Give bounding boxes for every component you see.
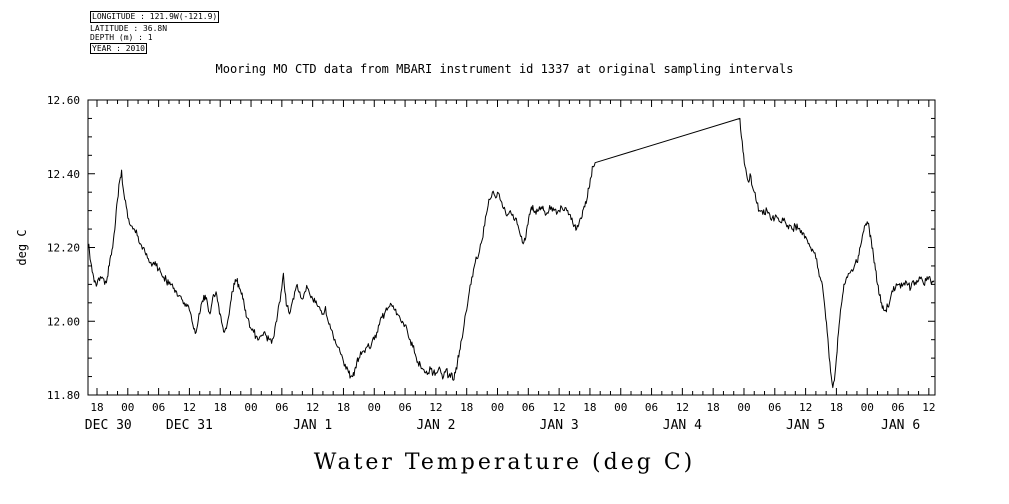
svg-text:06: 06 — [275, 401, 288, 414]
svg-text:12: 12 — [676, 401, 689, 414]
svg-text:18: 18 — [460, 401, 473, 414]
svg-text:12.00: 12.00 — [47, 315, 80, 328]
x-axis-title: Water Temperature (deg C) — [313, 450, 696, 475]
svg-text:18: 18 — [214, 401, 227, 414]
svg-text:06: 06 — [768, 401, 781, 414]
svg-text:18: 18 — [90, 401, 103, 414]
svg-text:DEC 31: DEC 31 — [166, 418, 213, 433]
latitude-field: LATITUDE : 36.8N — [90, 23, 168, 33]
temperature-line — [88, 117, 935, 389]
depth-field: DEPTH (m) : 1 — [90, 33, 153, 42]
svg-text:06: 06 — [152, 401, 165, 414]
svg-text:DEC 30: DEC 30 — [85, 418, 132, 433]
longitude-field: LONGITUDE : 121.9W(-121.9) — [90, 11, 220, 23]
svg-text:JAN 2: JAN 2 — [416, 418, 455, 433]
y-axis-label: deg C — [15, 229, 29, 265]
svg-text:06: 06 — [398, 401, 411, 414]
svg-text:18: 18 — [337, 401, 350, 414]
x-axis-ticks: 18 00 06 12 18 00 06 12 18 00 06 12 18 00 06 12 18 00 06 12… — [90, 100, 935, 414]
svg-text:00: 00 — [121, 401, 134, 414]
svg-text:JAN 3: JAN 3 — [540, 418, 579, 433]
svg-text:JAN 6: JAN 6 — [881, 418, 920, 433]
plot-frame — [87, 99, 936, 396]
svg-text:12: 12 — [922, 401, 935, 414]
svg-text:12: 12 — [553, 401, 566, 414]
svg-text:00: 00 — [737, 401, 750, 414]
svg-text:18: 18 — [830, 401, 843, 414]
svg-text:deg C: deg C — [15, 229, 29, 265]
svg-text:06: 06 — [522, 401, 535, 414]
y-axis-ticks: 11.80 12.00 12.20 12.40 12.60 — [47, 94, 935, 402]
svg-text:12: 12 — [429, 401, 442, 414]
svg-text:06: 06 — [645, 401, 658, 414]
svg-text:JAN 5: JAN 5 — [786, 418, 825, 433]
svg-text:12: 12 — [799, 401, 812, 414]
svg-text:00: 00 — [491, 401, 504, 414]
svg-text:12: 12 — [306, 401, 319, 414]
svg-text:11.80: 11.80 — [47, 389, 80, 402]
header-metadata: LONGITUDE : 121.9W(-121.9) LATITUDE : 36… — [90, 11, 220, 55]
svg-text:00: 00 — [614, 401, 627, 414]
svg-text:00: 00 — [368, 401, 381, 414]
svg-text:06: 06 — [891, 401, 904, 414]
date-labels: DEC 30 DEC 31 JAN 1 JAN 2 JAN 3 JAN 4 JAN 5 JAN… — [85, 418, 920, 433]
svg-text:12.20: 12.20 — [47, 242, 80, 255]
svg-text:JAN 4: JAN 4 — [663, 418, 702, 433]
svg-text:18: 18 — [707, 401, 720, 414]
svg-text:12.40: 12.40 — [47, 168, 80, 181]
year-field: YEAR : 2010 — [90, 42, 147, 54]
svg-text:00: 00 — [861, 401, 874, 414]
svg-text:12.60: 12.60 — [47, 94, 80, 107]
svg-text:00: 00 — [244, 401, 257, 414]
svg-text:JAN 1: JAN 1 — [293, 418, 332, 433]
svg-text:18: 18 — [583, 401, 596, 414]
svg-text:12: 12 — [183, 401, 196, 414]
plot-title: Mooring MO CTD data from MBARI instrumen… — [215, 62, 794, 76]
